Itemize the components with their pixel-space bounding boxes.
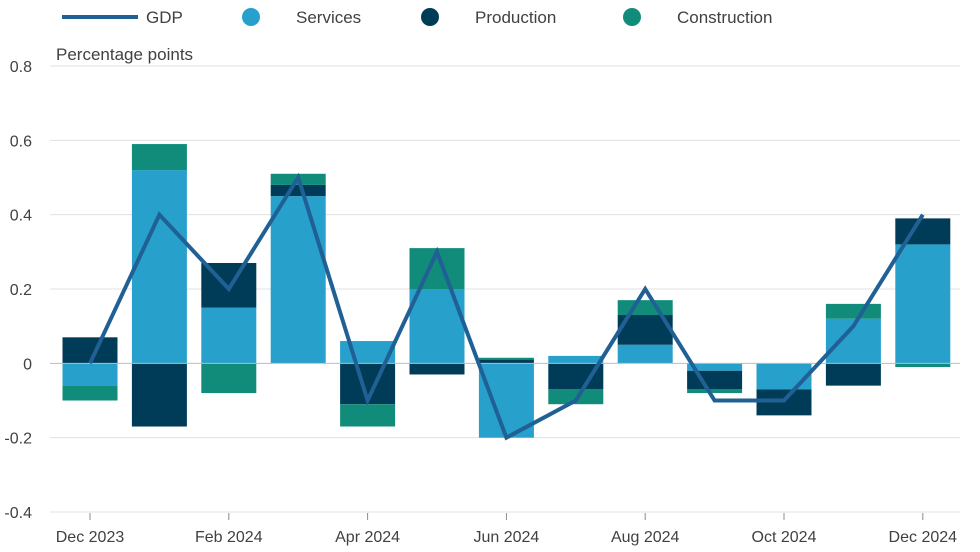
y-tick-label: -0.4 — [4, 505, 32, 522]
bar-production-sep-2024 — [687, 370, 743, 390]
bar-construction-jun-2024 — [478, 357, 534, 360]
bar-production-may-2024 — [409, 363, 465, 375]
x-tick-label: Jun 2024 — [473, 529, 539, 546]
bar-construction-nov-2024 — [825, 303, 881, 319]
legend-marker-construction — [623, 8, 641, 26]
bar-services-dec-2023 — [62, 363, 118, 386]
x-tick-label: Apr 2024 — [335, 529, 400, 546]
y-tick-label: 0.8 — [10, 59, 32, 76]
bar-services-sep-2024 — [687, 363, 743, 371]
bar-production-mar-2024 — [270, 184, 326, 197]
bar-construction-aug-2024 — [617, 300, 673, 316]
bar-services-feb-2024 — [201, 307, 257, 364]
y-tick-label: 0.4 — [10, 208, 32, 225]
legend: GDP Services Production Construction — [62, 8, 772, 27]
y-tick-label: -0.2 — [4, 431, 32, 448]
bar-production-nov-2024 — [825, 363, 881, 386]
legend-label-production: Production — [475, 8, 556, 27]
gdp-line-group — [88, 172, 925, 441]
legend-marker-services — [242, 8, 260, 26]
y-axis-ticks: -0.4 -0.2 0 0.2 0.4 0.6 0.8 — [4, 59, 32, 522]
x-tick-label: Oct 2024 — [752, 529, 817, 546]
y-tick-label: 0.6 — [10, 133, 32, 150]
bars — [62, 144, 951, 438]
y-tick-label: 0 — [23, 356, 32, 373]
bar-construction-apr-2024 — [340, 404, 396, 427]
legend-label-services: Services — [296, 8, 361, 27]
legend-label-construction: Construction — [677, 8, 772, 27]
x-tick-label: Aug 2024 — [611, 529, 680, 546]
y-tick-label: 0.2 — [10, 282, 32, 299]
x-axis: Dec 2023 Feb 2024 Apr 2024 Jun 2024 Aug 2024… — [56, 513, 957, 546]
bar-services-jul-2024 — [548, 355, 604, 364]
bar-production-jan-2024 — [131, 363, 187, 427]
bar-production-jun-2024 — [478, 359, 534, 364]
bar-production-dec-2024 — [895, 218, 951, 245]
bar-services-dec-2024 — [895, 244, 951, 364]
gdp-line — [88, 172, 925, 441]
bar-construction-dec-2023 — [62, 385, 118, 401]
bar-construction-jan-2024 — [131, 144, 187, 171]
bar-construction-dec-2024 — [895, 363, 951, 368]
bar-services-jan-2024 — [131, 170, 187, 364]
x-tick-label: Feb 2024 — [195, 529, 263, 546]
bar-services-aug-2024 — [617, 344, 673, 364]
bar-construction-feb-2024 — [201, 363, 257, 394]
x-tick-label: Dec 2024 — [889, 529, 958, 546]
bar-services-jun-2024 — [478, 363, 534, 438]
y-axis-title: Percentage points — [56, 45, 193, 64]
bar-services-mar-2024 — [270, 196, 326, 364]
x-tick-label: Dec 2023 — [56, 529, 125, 546]
legend-marker-production — [421, 8, 439, 26]
bar-services-oct-2024 — [756, 363, 812, 390]
legend-label-gdp: GDP — [146, 8, 183, 27]
bar-construction-sep-2024 — [687, 389, 743, 394]
